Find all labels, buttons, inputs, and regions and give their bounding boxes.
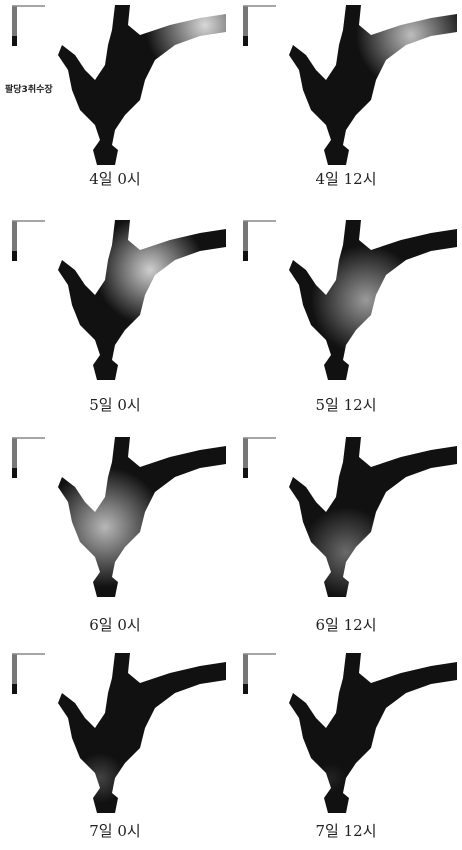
panel-caption: 6일 0시 — [89, 616, 140, 634]
panel-caption: 7일 0시 — [89, 822, 140, 840]
legend-bar-dark — [243, 684, 248, 694]
legend — [12, 654, 45, 694]
river-shape — [289, 5, 457, 165]
legend — [12, 438, 45, 478]
river-shape — [58, 220, 226, 380]
legend-bar-dark — [12, 684, 17, 694]
legend-bar-dark — [243, 468, 248, 478]
panel-caption: 4일 12시 — [316, 170, 377, 188]
figure: 팔당3취수장 4일 0시 4일 12시 5일 0시 5일 12시 6일 0시 6일 12시 7… — [0, 0, 462, 850]
legend — [12, 6, 45, 46]
legend — [243, 654, 276, 694]
legend — [243, 438, 276, 478]
map-panel — [243, 653, 457, 813]
river-shape — [289, 653, 457, 813]
panel-caption: 6일 12시 — [316, 616, 377, 634]
legend-bar-dark — [12, 36, 17, 46]
panel-caption: 5일 0시 — [89, 396, 140, 414]
legend — [12, 221, 45, 261]
station-label: 팔당3취수장 — [5, 83, 53, 95]
river-shape — [289, 220, 457, 380]
map-panel — [243, 220, 457, 380]
map-panel — [12, 220, 226, 380]
legend — [243, 6, 276, 46]
river-shape — [58, 653, 226, 813]
legend-bar-dark — [12, 251, 17, 261]
map-panel — [12, 653, 226, 813]
legend-bar-dark — [12, 468, 17, 478]
legend — [243, 221, 276, 261]
panel-caption: 4일 0시 — [89, 170, 140, 188]
panel-caption: 5일 12시 — [316, 396, 377, 414]
legend-bar-dark — [243, 36, 248, 46]
map-panel: 팔당3취수장 — [5, 5, 226, 165]
legend-bar-dark — [243, 251, 248, 261]
river-shape — [58, 5, 226, 165]
river-shape — [289, 437, 457, 597]
river-shape — [58, 437, 226, 597]
panel-caption: 7일 12시 — [316, 822, 377, 840]
map-panel — [12, 437, 226, 597]
map-panel — [243, 437, 457, 597]
map-panel — [243, 5, 457, 165]
